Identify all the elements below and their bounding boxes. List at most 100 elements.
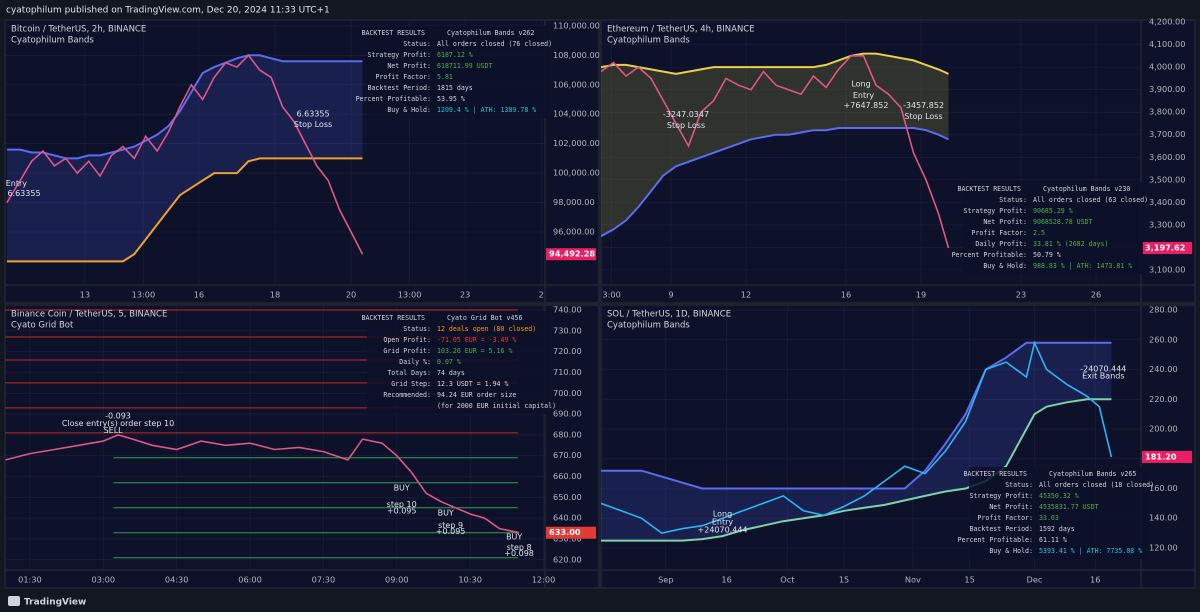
last-price-box [546,526,596,539]
y-tick-label: 102,000.00 [553,138,600,148]
annotation: Exit Bands [1082,372,1124,381]
x-tick-label: 16 [841,290,851,300]
table-name: Cyatophilum Bands v265 [1049,470,1136,478]
indicator-name: Cyato Grid Bot [11,321,74,331]
backtest-table: BACKTEST RESULTS Cyatophilum Bands v262 St… [356,26,552,118]
x-tick-label: Nov [905,575,921,585]
y-tick-label: 720.00 [553,346,582,356]
table-value: 988.83 % | ATH: 1473.81 % [1033,262,1132,270]
y-tick-label: 200.00 [1149,424,1178,434]
y-tick-label: 280.00 [1149,305,1178,315]
table-value: 94.24 EUR order size [437,391,516,399]
table-value: 50.79 % [1033,251,1061,259]
table-label: Profit Factor: [971,229,1027,237]
indicator-name: Cyatophilum Bands [607,321,690,331]
footer-brand: TradingView [24,598,86,608]
y-tick-label: 3,700.00 [1149,129,1185,139]
x-tick-label: 16 [194,290,204,300]
publish-header: cyatophilum published on TradingView.com… [6,6,330,16]
chart-panel: -3247.0347 Stop Loss Long Entry+7647.852 -34… [600,17,1196,304]
backtest-table: BACKTEST RESULTS Cyato Grid Bot v456 Statu… [361,311,556,414]
band-line [601,127,949,238]
table-label: Status: [403,40,431,48]
annotation: +7647.852 [844,101,889,110]
x-tick-label: 15 [839,575,849,585]
x-tick-label: 9 [668,290,673,300]
table-value: 6187.12 % [437,51,473,59]
annotation: step 8 [507,543,532,552]
table-label: Percent Profitable: [958,536,1033,544]
indicator-name: Cyatophilum Bands [607,36,690,46]
table-value: 12 deals open (80 closed) [437,325,536,333]
table-value: 1209.4 % | ATH: 1389.78 % [437,106,536,114]
table-value: 45350.32 % [1039,492,1079,500]
y-tick-label: 160.00 [1149,483,1178,493]
annotation: 6.63355 [296,110,329,119]
table-value: All orders closed (18 closed) [1039,481,1154,489]
table-label: Strategy Profit: [963,207,1027,215]
table-label: Percent Profitable: [356,95,431,103]
table-label: Status: [1005,481,1033,489]
band-fill [601,53,949,237]
annotation: Entry [712,517,734,526]
y-tick-label: 620.00 [553,554,582,564]
band-fill [601,342,1112,541]
y-tick-label: 730.00 [553,325,582,335]
y-tick-label: 3,900.00 [1149,84,1185,94]
annotation: step 10 [387,500,417,509]
table-label: Recommended: [383,391,431,399]
y-tick-label: 690.00 [553,409,582,419]
table-value: 618711.99 USDT [437,62,493,70]
x-tick-label: 18 [270,290,280,300]
symbol-title: Bitcoin / TetherUS, 2h, BINANCE [11,25,146,35]
table-name: Cyato Grid Bot v456 [447,314,522,322]
table-value: 5.81 [437,73,453,81]
table-value: -71.05 EUR = -3.49 % [437,336,516,344]
table-value: 33.03 [1039,514,1059,522]
y-tick-label: 680.00 [553,429,582,439]
x-tick-label: 23 [1016,290,1026,300]
last-price-box [1142,242,1192,255]
table-label: Backtest Period: [367,84,431,92]
annotation: Close entry(s) order step 10 [62,419,174,428]
x-tick-label: 10:30 [458,575,482,585]
annotation: +24070.444 [698,526,748,535]
x-tick-label: 03:00 [92,575,116,585]
x-tick-label: 19 [916,290,926,300]
annotation: BUY [394,483,410,492]
table-background [367,311,547,414]
x-tick-label: 07:30 [312,575,336,585]
symbol-title: SOL / TetherUS, 1D, BINANCE [607,310,731,320]
y-tick-label: 3,800.00 [1149,107,1185,117]
table-label: Status: [999,196,1027,204]
x-tick-label: 12:00 [532,575,556,585]
table-label: Backtest Period: [969,525,1033,533]
y-tick-label: 650.00 [553,492,582,502]
table-value: 2.5 [1033,229,1045,237]
y-tick-label: 3,500.00 [1149,174,1185,184]
annotation: 6.63355 [7,189,40,198]
y-tick-label: 140.00 [1149,513,1178,523]
price-line [5,434,520,534]
logo [8,596,20,606]
annotation: BUY [438,508,454,517]
table-value: 103.26 EUR = 5.16 % [437,347,512,355]
table-label: Grid Step: [391,380,431,388]
y-tick-label: 110,000.00 [553,20,600,30]
last-price-label: 94,492.28 [549,249,595,259]
x-tick-label: 16 [1090,575,1100,585]
table-value: All orders closed (63 closed) [1033,196,1148,204]
symbol-title: Binance Coin / TetherUS, 5, BINANCE [11,310,167,320]
table-label: Buy & Hold: [989,547,1033,555]
annotation: SELL [104,426,124,435]
table-label: Profit Factor: [977,514,1033,522]
table-value: 1592 days [1039,525,1075,533]
y-tick-label: 640.00 [553,513,582,523]
x-tick-label: 13:00 [132,290,156,300]
table-value: 0.07 % [437,358,461,366]
